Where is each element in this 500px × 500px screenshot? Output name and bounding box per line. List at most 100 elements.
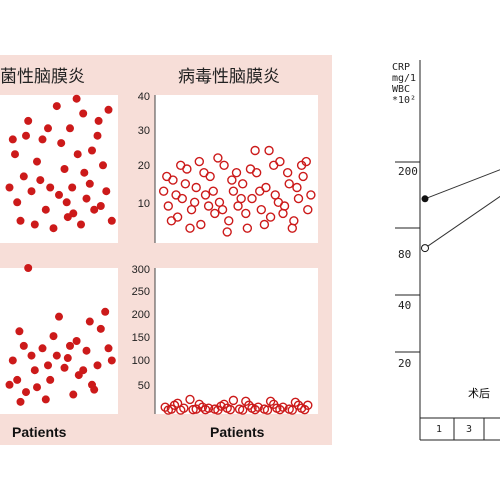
data-point-1-38: [217, 204, 228, 215]
data-point-1-23: [265, 212, 276, 222]
data-point-2-33: [16, 397, 25, 406]
data-point-3-41: [293, 400, 304, 410]
data-point-2-16: [33, 383, 41, 392]
data-point-2-15: [19, 341, 28, 350]
data-point-1-44: [273, 197, 284, 208]
data-point-0-13: [85, 179, 94, 188]
data-point-1-1: [163, 201, 174, 211]
data-point-1-15: [228, 186, 239, 196]
data-point-3-36: [169, 400, 180, 410]
data-point-2-8: [55, 312, 63, 321]
data-point-2-2: [8, 356, 17, 365]
data-point-3-34: [287, 405, 297, 415]
bottom-tick-300: 300: [131, 264, 150, 276]
data-point-3-4: [185, 394, 195, 405]
data-point-0-10: [46, 183, 55, 192]
data-point-1-14: [224, 216, 234, 226]
data-point-0-26: [77, 220, 85, 229]
data-point-1-62: [203, 201, 214, 211]
data-point-2-25: [52, 351, 61, 360]
data-point-1-63: [278, 208, 288, 219]
data-point-1-19: [247, 193, 257, 204]
data-point-3-28: [213, 405, 223, 415]
data-point-1-32: [162, 171, 172, 182]
data-point-0-23: [30, 220, 39, 229]
data-point-1-29: [293, 193, 304, 204]
data-point-0-14: [99, 161, 107, 170]
data-point-0-33: [102, 187, 111, 196]
data-point-1-33: [171, 190, 181, 200]
data-point-0-0: [11, 150, 19, 159]
data-point-2-3: [13, 375, 22, 384]
right-series-point-1: [421, 244, 429, 253]
right-ylabel-unit: mg/1: [392, 73, 417, 84]
plot-area-3: [155, 268, 318, 414]
data-point-3-24: [163, 405, 174, 415]
data-point-2-29: [27, 351, 36, 360]
data-point-2-27: [85, 317, 94, 326]
data-point-1-61: [241, 208, 251, 219]
data-point-1-42: [255, 186, 265, 196]
data-point-3-0: [160, 402, 170, 412]
viral-xlabel: Patients: [210, 424, 265, 440]
data-point-0-12: [73, 150, 82, 159]
data-point-1-40: [236, 193, 246, 204]
data-point-1-35: [189, 197, 200, 208]
data-point-0-9: [33, 157, 41, 166]
top-tick-20: 20: [137, 160, 150, 172]
data-point-0-21: [96, 202, 105, 210]
data-point-2-4: [22, 388, 30, 397]
bottom-tick-100: 100: [131, 355, 150, 367]
data-point-0-20: [82, 194, 91, 203]
data-point-3-33: [275, 404, 285, 415]
data-point-1-58: [231, 167, 242, 178]
data-point-1-27: [284, 179, 294, 189]
right-xtick-3: 3: [466, 424, 473, 435]
data-point-3-32: [262, 405, 273, 415]
data-point-1-11: [210, 208, 220, 219]
top-tick-40: 40: [137, 91, 150, 103]
data-point-0-35: [44, 124, 52, 133]
data-point-1-52: [259, 219, 270, 230]
data-point-2-14: [104, 344, 113, 353]
data-point-2-28: [107, 356, 116, 365]
right-tick-40: 40: [398, 299, 412, 312]
data-point-1-59: [269, 160, 279, 171]
data-point-3-40: [269, 399, 279, 409]
data-point-0-7: [104, 105, 113, 114]
data-point-2-1: [15, 327, 24, 336]
data-point-2-22: [101, 307, 110, 316]
right-series-line-1: [424, 195, 500, 249]
data-point-1-48: [166, 216, 177, 226]
bottom-tick-150: 150: [131, 332, 150, 344]
data-point-0-18: [55, 190, 63, 199]
data-point-1-51: [250, 145, 260, 156]
data-point-1-60: [296, 160, 307, 171]
data-point-0-1: [24, 116, 33, 125]
bacterial-title-top: 菌性脑膜炎: [0, 67, 85, 87]
data-point-3-11: [228, 395, 239, 406]
data-point-1-56: [194, 156, 205, 167]
plot-area-2: [0, 268, 118, 414]
data-point-1-43: [264, 145, 274, 156]
right-series-line-0: [424, 169, 500, 200]
data-point-0-29: [36, 176, 45, 185]
data-point-2-5: [30, 366, 39, 375]
data-point-1-0: [158, 186, 169, 196]
data-point-1-39: [227, 175, 237, 185]
data-point-0-28: [107, 216, 116, 225]
data-point-1-21: [256, 204, 266, 215]
right-ylabel-wbc: WBC: [392, 84, 411, 95]
viral-title-top: 病毒性脑膜炎: [178, 67, 280, 87]
data-point-3-27: [200, 404, 211, 415]
data-point-1-18: [242, 223, 253, 233]
data-point-0-3: [52, 102, 61, 111]
right-ylabel-crp: CRP: [392, 62, 411, 73]
data-point-3-38: [219, 399, 229, 409]
data-point-2-17: [49, 332, 58, 341]
top-tick-10: 10: [137, 198, 150, 210]
data-point-2-30: [66, 341, 74, 350]
data-point-1-36: [199, 167, 209, 178]
data-point-3-30: [237, 405, 248, 415]
data-point-2-24: [41, 395, 50, 404]
